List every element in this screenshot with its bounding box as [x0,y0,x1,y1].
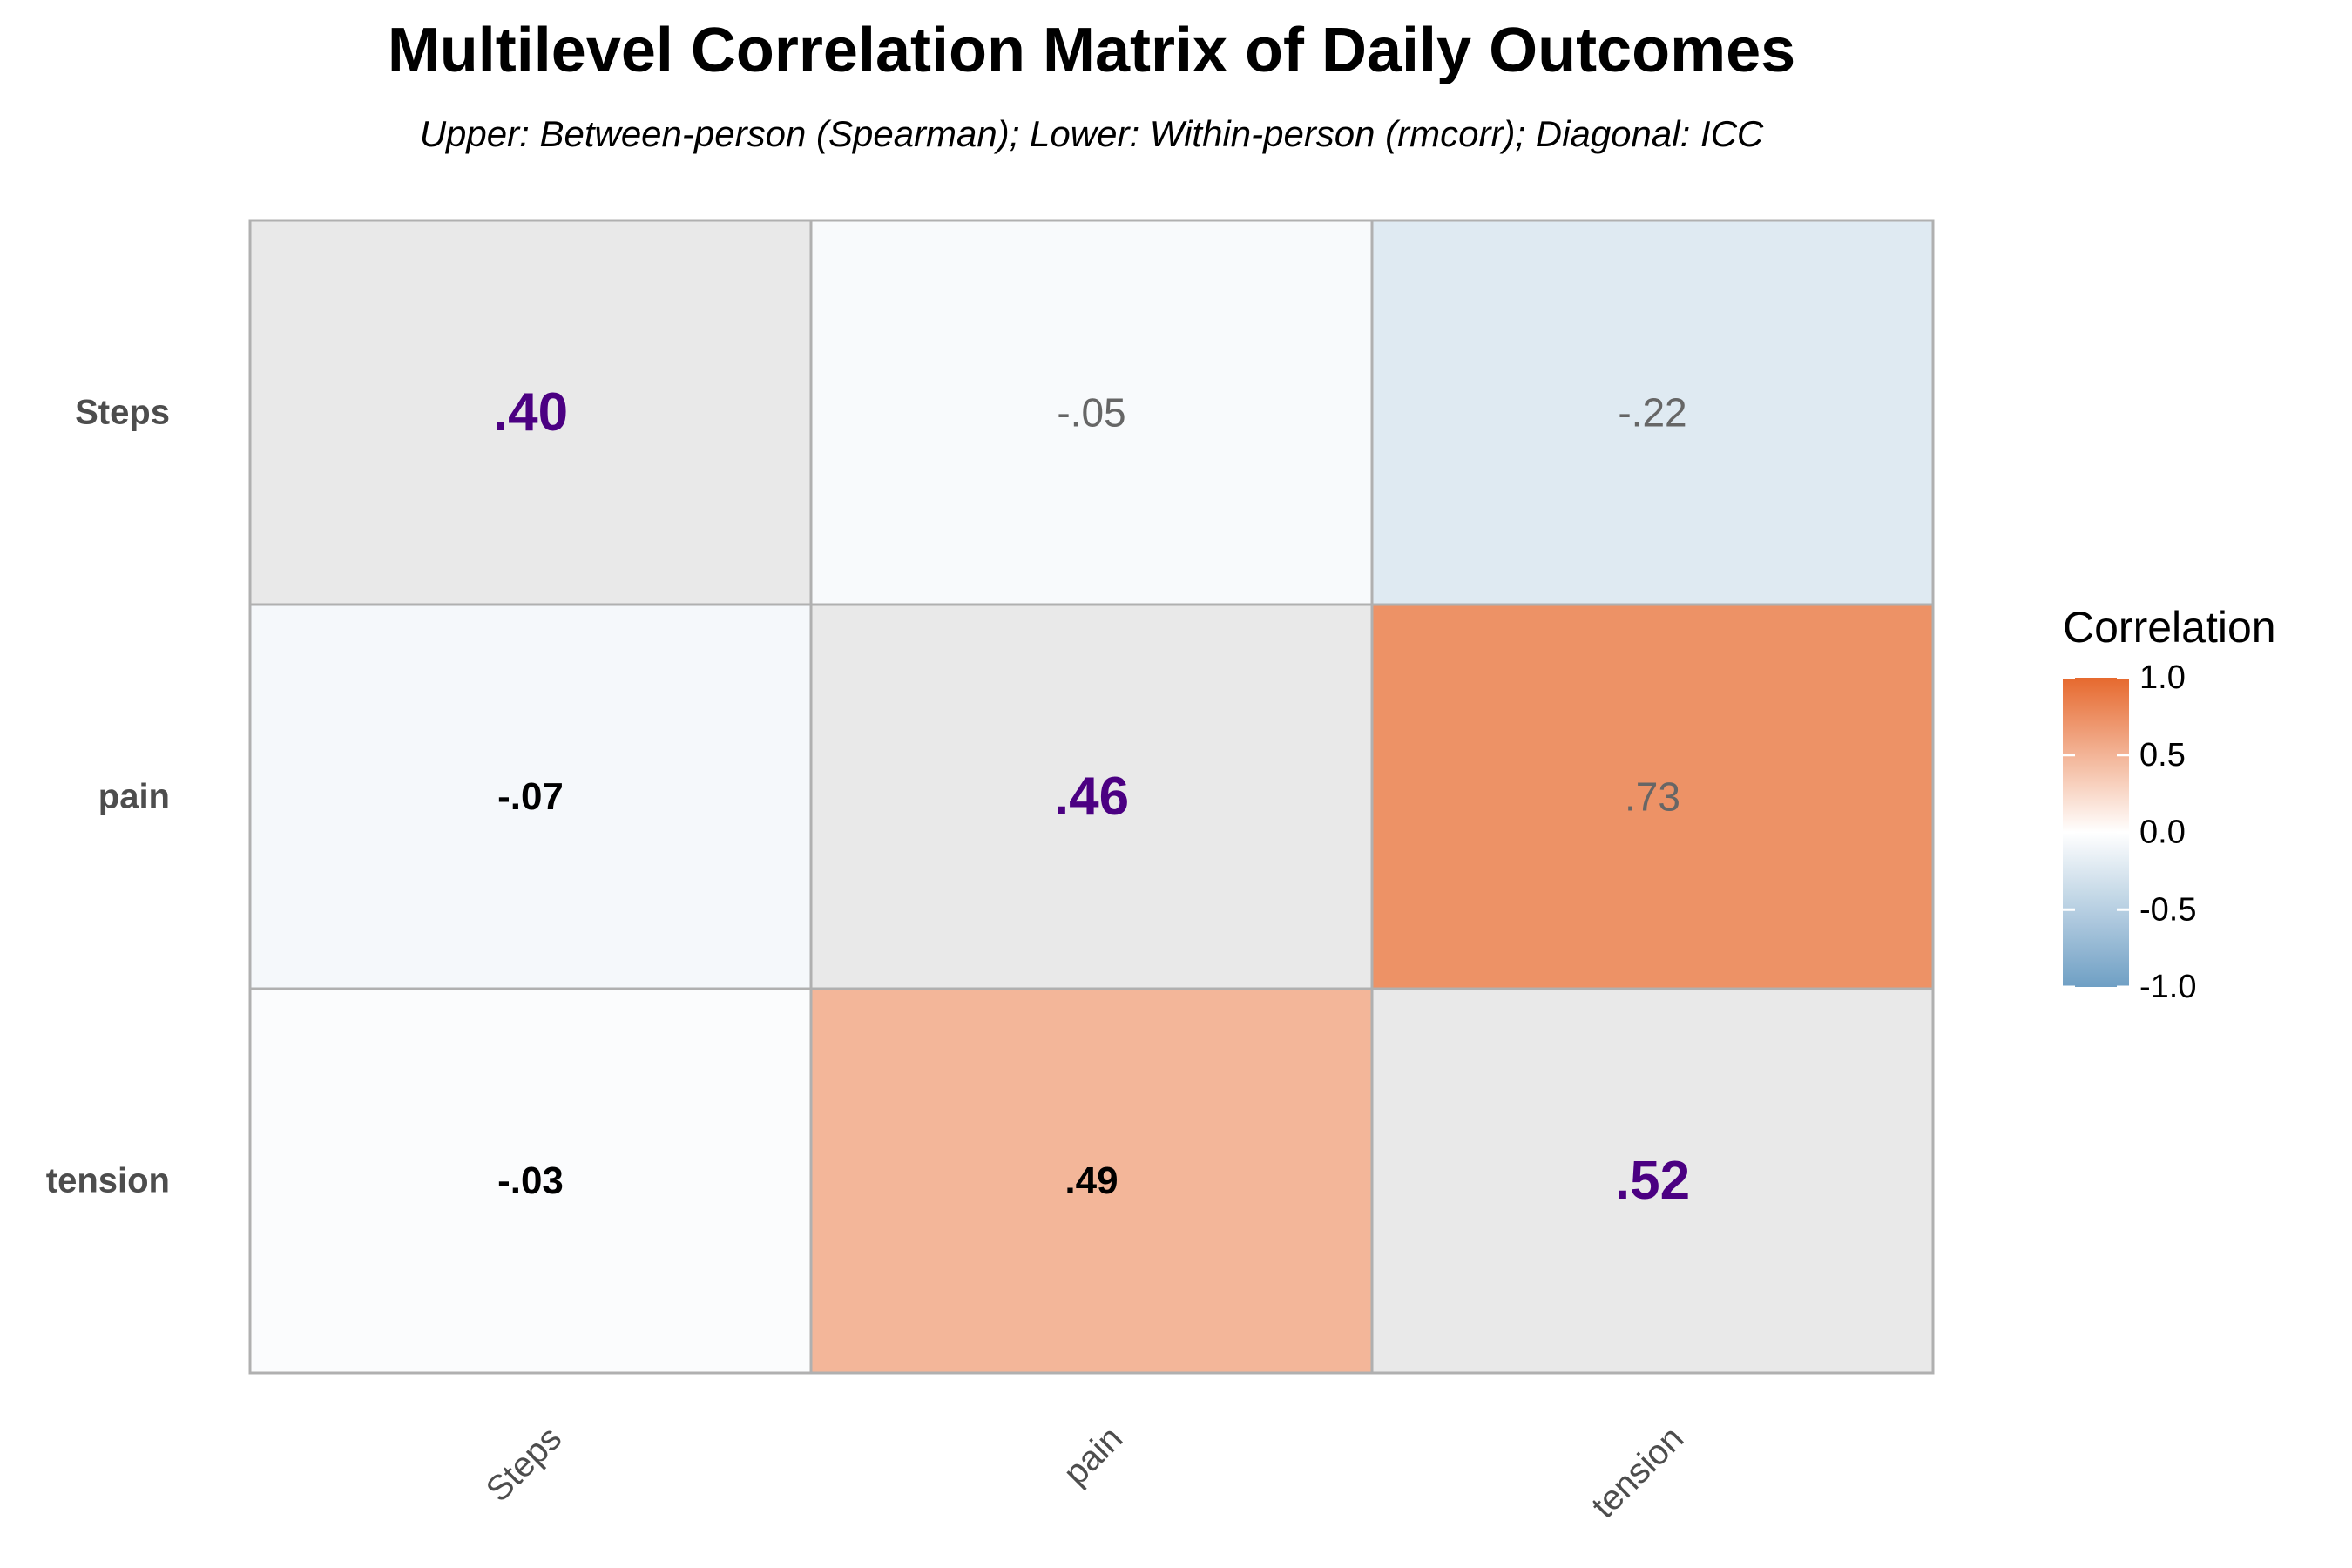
cell-value-tension-pain: .49 [1064,1159,1118,1202]
legend-tick-label: 0.0 [2139,814,2186,851]
column-label-tension: tension [1585,1419,1691,1525]
legend-tick-label: 0.5 [2139,737,2186,774]
chart-title: Multilevel Correlation Matrix of Daily O… [388,16,1795,85]
chart-subtitle: Upper: Between-person (Spearman); Lower:… [420,113,1764,154]
heatmap-cell-Steps-tension [1370,219,1935,606]
heatmap-cell-Steps-pain [809,219,1374,606]
heatmap-cells [248,219,1935,1375]
cell-value-pain-Steps: -.07 [497,775,564,818]
heatmap-cell-tension-pain [809,987,1374,1375]
heatmap-cell-pain-tension [1370,603,1935,990]
legend-title: Correlation [2063,603,2276,652]
legend-tick-label: -1.0 [2139,969,2196,1005]
row-label-Steps: Steps [75,394,170,432]
column-label-pain: pain [1057,1419,1131,1493]
heatmap-cell-tension-Steps [248,987,813,1375]
heatmap-cell-Steps-Steps [248,219,813,606]
cell-value-pain-tension: .73 [1625,774,1680,820]
legend: Correlation 1.0 0.5 0.0 -0.5 -1.0 [2063,603,2276,1005]
cell-value-tension-tension: .52 [1615,1151,1690,1211]
cell-value-Steps-tension: -.22 [1618,390,1686,436]
heatmap-cell-pain-pain [809,603,1374,990]
heatmap-cell-tension-tension [1370,987,1935,1375]
column-label-Steps: Steps [479,1419,569,1509]
heatmap-cell-pain-Steps [248,603,813,990]
column-labels: Steps pain tension [479,1419,1691,1525]
row-label-tension: tension [46,1162,170,1200]
legend-ticks: 1.0 0.5 0.0 -0.5 -1.0 [2063,659,2196,1005]
cell-value-pain-pain: .46 [1054,767,1129,827]
cell-value-Steps-pain: -.05 [1057,390,1125,436]
heatmap-cell-labels: .40 -.05 -.22 -.07 .46 .73 -.03 .49 .52 [493,382,1690,1211]
row-label-pain: pain [98,778,170,816]
legend-tick-label: -0.5 [2139,891,2196,928]
row-labels: Steps pain tension [46,394,170,1200]
legend-tick-label: 1.0 [2139,659,2186,696]
cell-value-Steps-Steps: .40 [493,382,568,443]
cell-value-tension-Steps: -.03 [497,1159,564,1202]
